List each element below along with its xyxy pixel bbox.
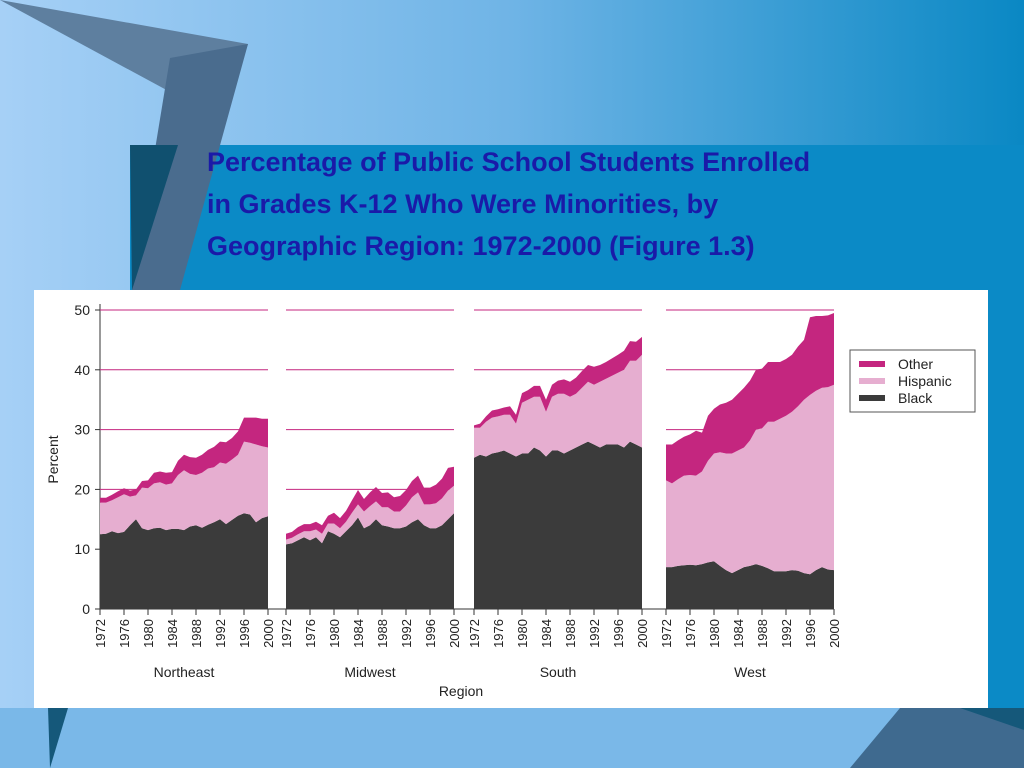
x-tick-label: 1976 — [683, 619, 698, 648]
x-tick-label: 1988 — [563, 619, 578, 648]
area-other-west — [666, 313, 834, 484]
legend-label-other: Other — [898, 356, 933, 372]
x-tick-label: 1984 — [731, 619, 746, 648]
x-tick-label: 1992 — [399, 619, 414, 648]
stacked-area-chart: 0 10 20 30 40 50 Percent 1972 1976 1980 1984 1988 19… — [45, 302, 976, 699]
x-tick-label: 1972 — [467, 619, 482, 648]
y-tick-label: 0 — [82, 601, 90, 617]
x-tick-label: 1984 — [165, 619, 180, 648]
x-tick-label: 1988 — [375, 619, 390, 648]
x-axis-label: Region — [439, 683, 483, 699]
x-tick-label: 1996 — [423, 619, 438, 648]
x-tick-label: 1992 — [587, 619, 602, 648]
region-label: South — [540, 664, 577, 680]
chart-panel: 0 10 20 30 40 50 Percent 1972 1976 1980 1984 1988 19… — [34, 290, 988, 708]
x-tick-label: 1972 — [659, 619, 674, 648]
region-label: Northeast — [154, 664, 215, 680]
y-tick-label: 40 — [74, 362, 90, 378]
y-axis-label: Percent — [45, 435, 61, 483]
decor-bar-top — [132, 44, 248, 290]
x-tick-label: 1988 — [755, 619, 770, 648]
slide-title-line-3: Geographic Region: 1972-2000 (Figure 1.3… — [207, 231, 755, 261]
x-tick-label: 1996 — [803, 619, 818, 648]
legend-swatch-hispanic — [859, 378, 885, 384]
x-tick-label: 1984 — [351, 619, 366, 648]
area-hispanic-northeast — [100, 441, 268, 535]
legend-label-hispanic: Hispanic — [898, 373, 952, 389]
y-tick-label: 10 — [74, 541, 90, 557]
x-tick-label: 1980 — [707, 619, 722, 648]
legend-label-black: Black — [898, 390, 933, 406]
x-tick-label: 2000 — [635, 619, 650, 648]
x-tick-label: 1988 — [189, 619, 204, 648]
area-hispanic-south — [474, 354, 642, 458]
x-tick-label: 1972 — [279, 619, 294, 648]
x-tick-label: 1992 — [213, 619, 228, 648]
x-tick-label: 1976 — [117, 619, 132, 648]
x-tick-label: 1976 — [491, 619, 506, 648]
y-tick-label: 50 — [74, 302, 90, 318]
legend-swatch-other — [859, 361, 885, 367]
y-tick-label: 20 — [74, 481, 90, 497]
region-label: West — [734, 664, 766, 680]
area-other-northeast — [100, 417, 268, 503]
slide-title-line-1: Percentage of Public School Students Enr… — [207, 147, 811, 177]
x-tick-label: 1992 — [779, 619, 794, 648]
area-black-south — [474, 441, 642, 609]
x-tick-label: 2000 — [261, 619, 276, 648]
x-tick-label: 2000 — [447, 619, 462, 648]
x-tick-label: 1980 — [141, 619, 156, 648]
x-tick-label: 1996 — [611, 619, 626, 648]
slide-title-line-2: in Grades K-12 Who Were Minorities, by — [207, 189, 719, 219]
region-label: Midwest — [344, 664, 395, 680]
x-tick-label: 1980 — [327, 619, 342, 648]
area-other-south — [474, 336, 642, 428]
x-tick-label: 1980 — [515, 619, 530, 648]
area-other-midwest — [286, 466, 454, 540]
x-tick-label: 1972 — [93, 619, 108, 648]
x-tick-label: 1996 — [237, 619, 252, 648]
y-tick-label: 30 — [74, 422, 90, 438]
x-tick-label: 2000 — [827, 619, 842, 648]
area-black-west — [666, 561, 834, 609]
slide-title: Percentage of Public School Students Enr… — [207, 141, 997, 267]
area-black-northeast — [100, 513, 268, 609]
legend-swatch-black — [859, 395, 885, 401]
area-hispanic-west — [666, 384, 834, 575]
area-black-midwest — [286, 513, 454, 609]
x-tick-label: 1984 — [539, 619, 554, 648]
x-tick-label: 1976 — [303, 619, 318, 648]
area-hispanic-midwest — [286, 485, 454, 545]
